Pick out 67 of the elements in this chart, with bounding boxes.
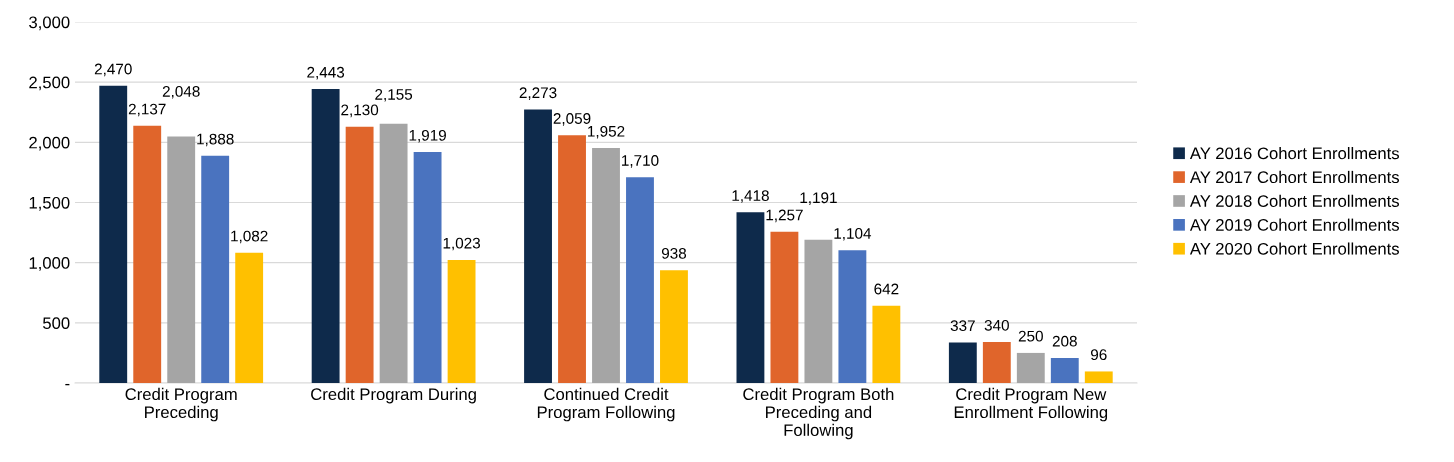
bar [447,259,476,383]
bar [736,212,765,383]
y-tick-label: 1,000 [29,257,70,271]
bar [311,89,340,383]
legend-label: AY 2017 Cohort Enrollments [1189,170,1400,184]
data-label: 2,155 [375,88,413,102]
data-label: 2,137 [128,103,166,117]
data-label: 1,082 [231,230,268,244]
bar [235,252,264,383]
legend-label: AY 2019 Cohort Enrollments [1189,218,1400,231]
bar [948,342,977,383]
bar [345,126,374,383]
bar [804,239,833,383]
data-label: 1,257 [766,209,803,223]
data-label: 2,059 [553,113,591,126]
bar [838,250,867,383]
data-label: 1,104 [834,227,872,241]
data-label: 250 [1018,330,1043,342]
x-tick-label: Continued Credit Program Following [537,387,675,422]
bar [558,135,586,383]
data-label: 1,418 [732,190,769,203]
data-label: 337 [950,320,975,332]
data-label: 340 [984,319,1009,331]
bar [770,231,799,383]
legend-label: AY 2020 Cohort Enrollments [1189,242,1400,255]
bar [626,177,654,383]
bar [1016,352,1045,383]
bar [1050,357,1079,383]
data-label: 1,023 [443,237,481,251]
data-label: 96 [1090,349,1107,361]
legend-label: AY 2018 Cohort Enrollments [1189,194,1400,207]
y-tick-label: 500 [43,317,70,330]
data-label: 1,952 [588,125,625,139]
data-label: 1,919 [409,129,446,143]
bar [167,136,196,383]
bar [872,305,901,383]
y-tick-label: 2,000 [29,136,70,151]
data-label: 938 [661,247,687,259]
data-label: 1,710 [622,155,659,168]
bar [133,125,162,383]
data-label: 1,191 [800,192,837,205]
bar [592,148,620,383]
data-label: 208 [1052,335,1077,347]
bar [379,123,408,383]
bar [524,109,552,383]
bar [413,152,442,383]
bar [982,342,1011,383]
legend-label: AY 2016 Cohort Enrollments [1189,146,1400,160]
y-tick-label: - [65,383,70,386]
x-tick-label: Credit Program New Enrollment Following [954,387,1108,422]
bar [1084,371,1113,383]
data-label: 642 [874,283,899,295]
bar [99,85,128,383]
y-tick-label: 3,000 [29,16,70,31]
data-label: 1,888 [197,133,234,147]
x-tick-label: Credit Program Both Preceding and Following [743,387,894,440]
bar [201,155,230,383]
x-tick-label: Credit Program During [311,387,476,404]
data-label: 2,048 [162,86,200,99]
y-tick-label: 2,500 [29,76,70,91]
x-tick-label: Credit Program Preceding [125,387,237,422]
y-tick-label: 1,500 [29,196,70,211]
data-label: 2,130 [341,104,379,118]
bar [660,270,688,383]
data-label: 2,273 [519,87,557,100]
data-label: 2,443 [307,66,345,80]
data-label: 2,470 [94,63,132,77]
